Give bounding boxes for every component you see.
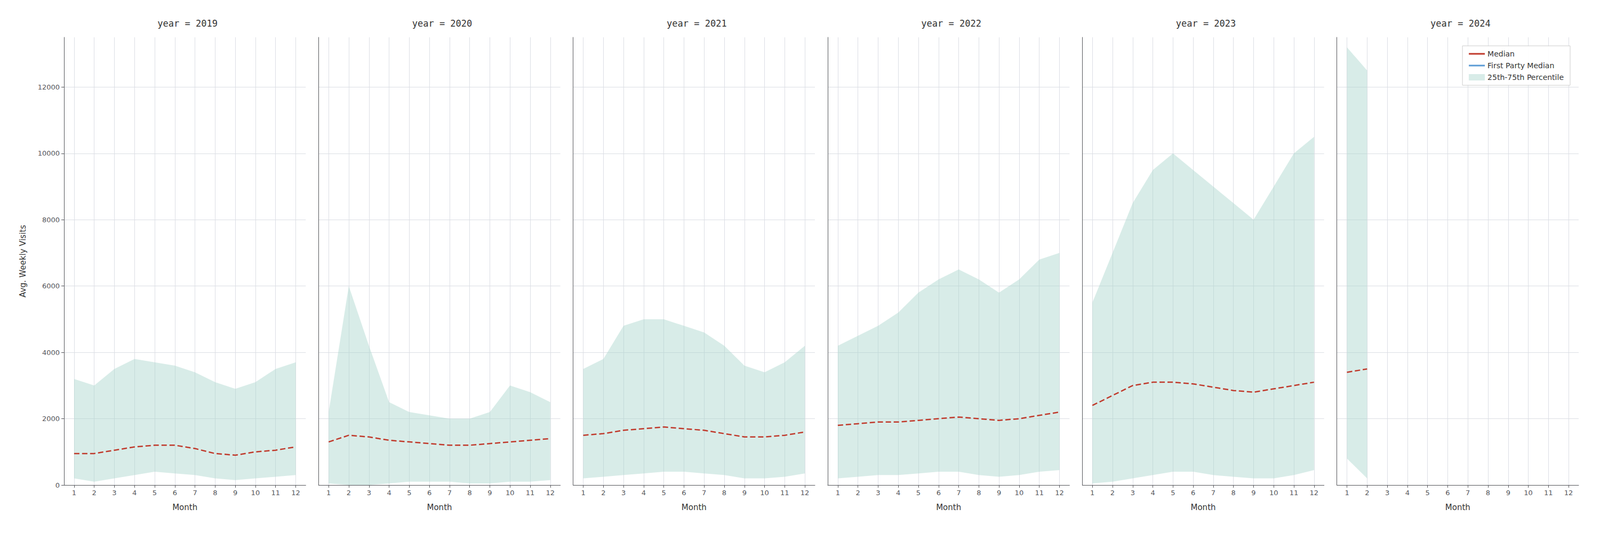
svg-text:12000: 12000 <box>37 83 60 92</box>
svg-text:10: 10 <box>760 489 770 498</box>
svg-text:2: 2 <box>346 489 351 498</box>
svg-text:2: 2 <box>1110 489 1115 498</box>
svg-text:4000: 4000 <box>42 348 60 357</box>
svg-text:8: 8 <box>1485 489 1491 498</box>
svg-text:11: 11 <box>1544 489 1554 498</box>
svg-text:1: 1 <box>1344 489 1349 498</box>
svg-text:3: 3 <box>1385 489 1390 498</box>
svg-text:Month: Month <box>681 502 707 513</box>
svg-text:10: 10 <box>1523 489 1533 498</box>
svg-text:6: 6 <box>427 489 432 498</box>
svg-text:3: 3 <box>112 489 117 498</box>
svg-text:12: 12 <box>1309 489 1319 498</box>
svg-text:1: 1 <box>580 489 586 498</box>
svg-text:8000: 8000 <box>42 216 60 224</box>
svg-text:3: 3 <box>366 489 372 498</box>
svg-text:6: 6 <box>681 489 686 498</box>
svg-text:Month: Month <box>936 502 962 513</box>
svg-text:1: 1 <box>72 489 77 498</box>
svg-text:2: 2 <box>856 489 861 498</box>
svg-text:7: 7 <box>956 489 961 498</box>
svg-text:2: 2 <box>601 489 606 498</box>
svg-text:6000: 6000 <box>42 282 60 291</box>
svg-text:11: 11 <box>780 489 790 498</box>
svg-text:9: 9 <box>487 489 492 498</box>
svg-text:1: 1 <box>326 489 331 498</box>
svg-text:4: 4 <box>132 489 137 498</box>
svg-text:Month: Month <box>1190 502 1216 513</box>
svg-text:Median: Median <box>1487 49 1515 59</box>
svg-text:year = 2021: year = 2021 <box>666 18 727 29</box>
svg-text:8: 8 <box>467 489 472 498</box>
svg-text:11: 11 <box>1034 489 1044 498</box>
svg-text:9: 9 <box>742 489 747 498</box>
svg-text:25th-75th Percentile: 25th-75th Percentile <box>1487 73 1564 82</box>
svg-text:10: 10 <box>1014 489 1024 498</box>
svg-text:6: 6 <box>936 489 941 498</box>
svg-text:7: 7 <box>447 489 452 498</box>
svg-text:year = 2023: year = 2023 <box>1176 18 1237 29</box>
svg-text:11: 11 <box>525 489 535 498</box>
svg-text:2000: 2000 <box>42 414 60 423</box>
svg-text:7: 7 <box>1211 489 1216 498</box>
svg-text:5: 5 <box>916 489 921 498</box>
svg-text:0: 0 <box>55 481 60 490</box>
svg-text:10000: 10000 <box>37 149 60 158</box>
svg-text:11: 11 <box>1289 489 1299 498</box>
svg-text:12: 12 <box>800 489 810 498</box>
svg-text:5: 5 <box>152 489 157 498</box>
svg-text:12: 12 <box>1054 489 1064 498</box>
svg-text:8: 8 <box>976 489 981 498</box>
svg-text:7: 7 <box>701 489 707 498</box>
svg-text:6: 6 <box>1445 489 1450 498</box>
svg-text:4: 4 <box>641 489 646 498</box>
svg-text:1: 1 <box>835 489 840 498</box>
svg-text:6: 6 <box>172 489 178 498</box>
svg-text:Month: Month <box>1445 502 1471 513</box>
svg-text:year = 2020: year = 2020 <box>412 18 473 29</box>
svg-text:12: 12 <box>546 489 556 498</box>
svg-text:Month: Month <box>172 502 198 513</box>
svg-text:9: 9 <box>996 489 1002 498</box>
svg-text:11: 11 <box>270 489 280 498</box>
svg-text:1: 1 <box>1090 489 1095 498</box>
svg-text:5: 5 <box>1425 489 1430 498</box>
svg-text:Avg. Weekly Visits: Avg. Weekly Visits <box>18 225 28 298</box>
svg-text:4: 4 <box>1405 489 1410 498</box>
svg-text:First Party Median: First Party Median <box>1487 61 1555 70</box>
svg-text:8: 8 <box>722 489 727 498</box>
svg-text:9: 9 <box>1506 489 1511 498</box>
svg-text:9: 9 <box>233 489 238 498</box>
svg-text:year = 2022: year = 2022 <box>921 18 982 29</box>
svg-text:4: 4 <box>386 489 391 498</box>
svg-text:8: 8 <box>212 489 218 498</box>
svg-text:5: 5 <box>661 489 667 498</box>
svg-text:3: 3 <box>875 489 880 498</box>
svg-text:6: 6 <box>1190 489 1196 498</box>
svg-text:7: 7 <box>192 489 197 498</box>
svg-text:3: 3 <box>1130 489 1135 498</box>
svg-text:4: 4 <box>896 489 901 498</box>
svg-text:10: 10 <box>505 489 515 498</box>
svg-text:2: 2 <box>1364 489 1370 498</box>
svg-text:12: 12 <box>1564 489 1574 498</box>
svg-text:3: 3 <box>621 489 626 498</box>
svg-text:12: 12 <box>291 489 301 498</box>
svg-text:9: 9 <box>1251 489 1256 498</box>
svg-text:2: 2 <box>92 489 97 498</box>
svg-text:7: 7 <box>1465 489 1470 498</box>
svg-text:year = 2019: year = 2019 <box>157 18 218 29</box>
svg-text:year = 2024: year = 2024 <box>1430 18 1491 29</box>
svg-text:5: 5 <box>406 489 412 498</box>
svg-text:5: 5 <box>1170 489 1175 498</box>
svg-text:10: 10 <box>251 489 261 498</box>
svg-text:10: 10 <box>1269 489 1279 498</box>
svg-text:8: 8 <box>1231 489 1236 498</box>
svg-text:4: 4 <box>1150 489 1155 498</box>
svg-text:Month: Month <box>426 502 452 513</box>
